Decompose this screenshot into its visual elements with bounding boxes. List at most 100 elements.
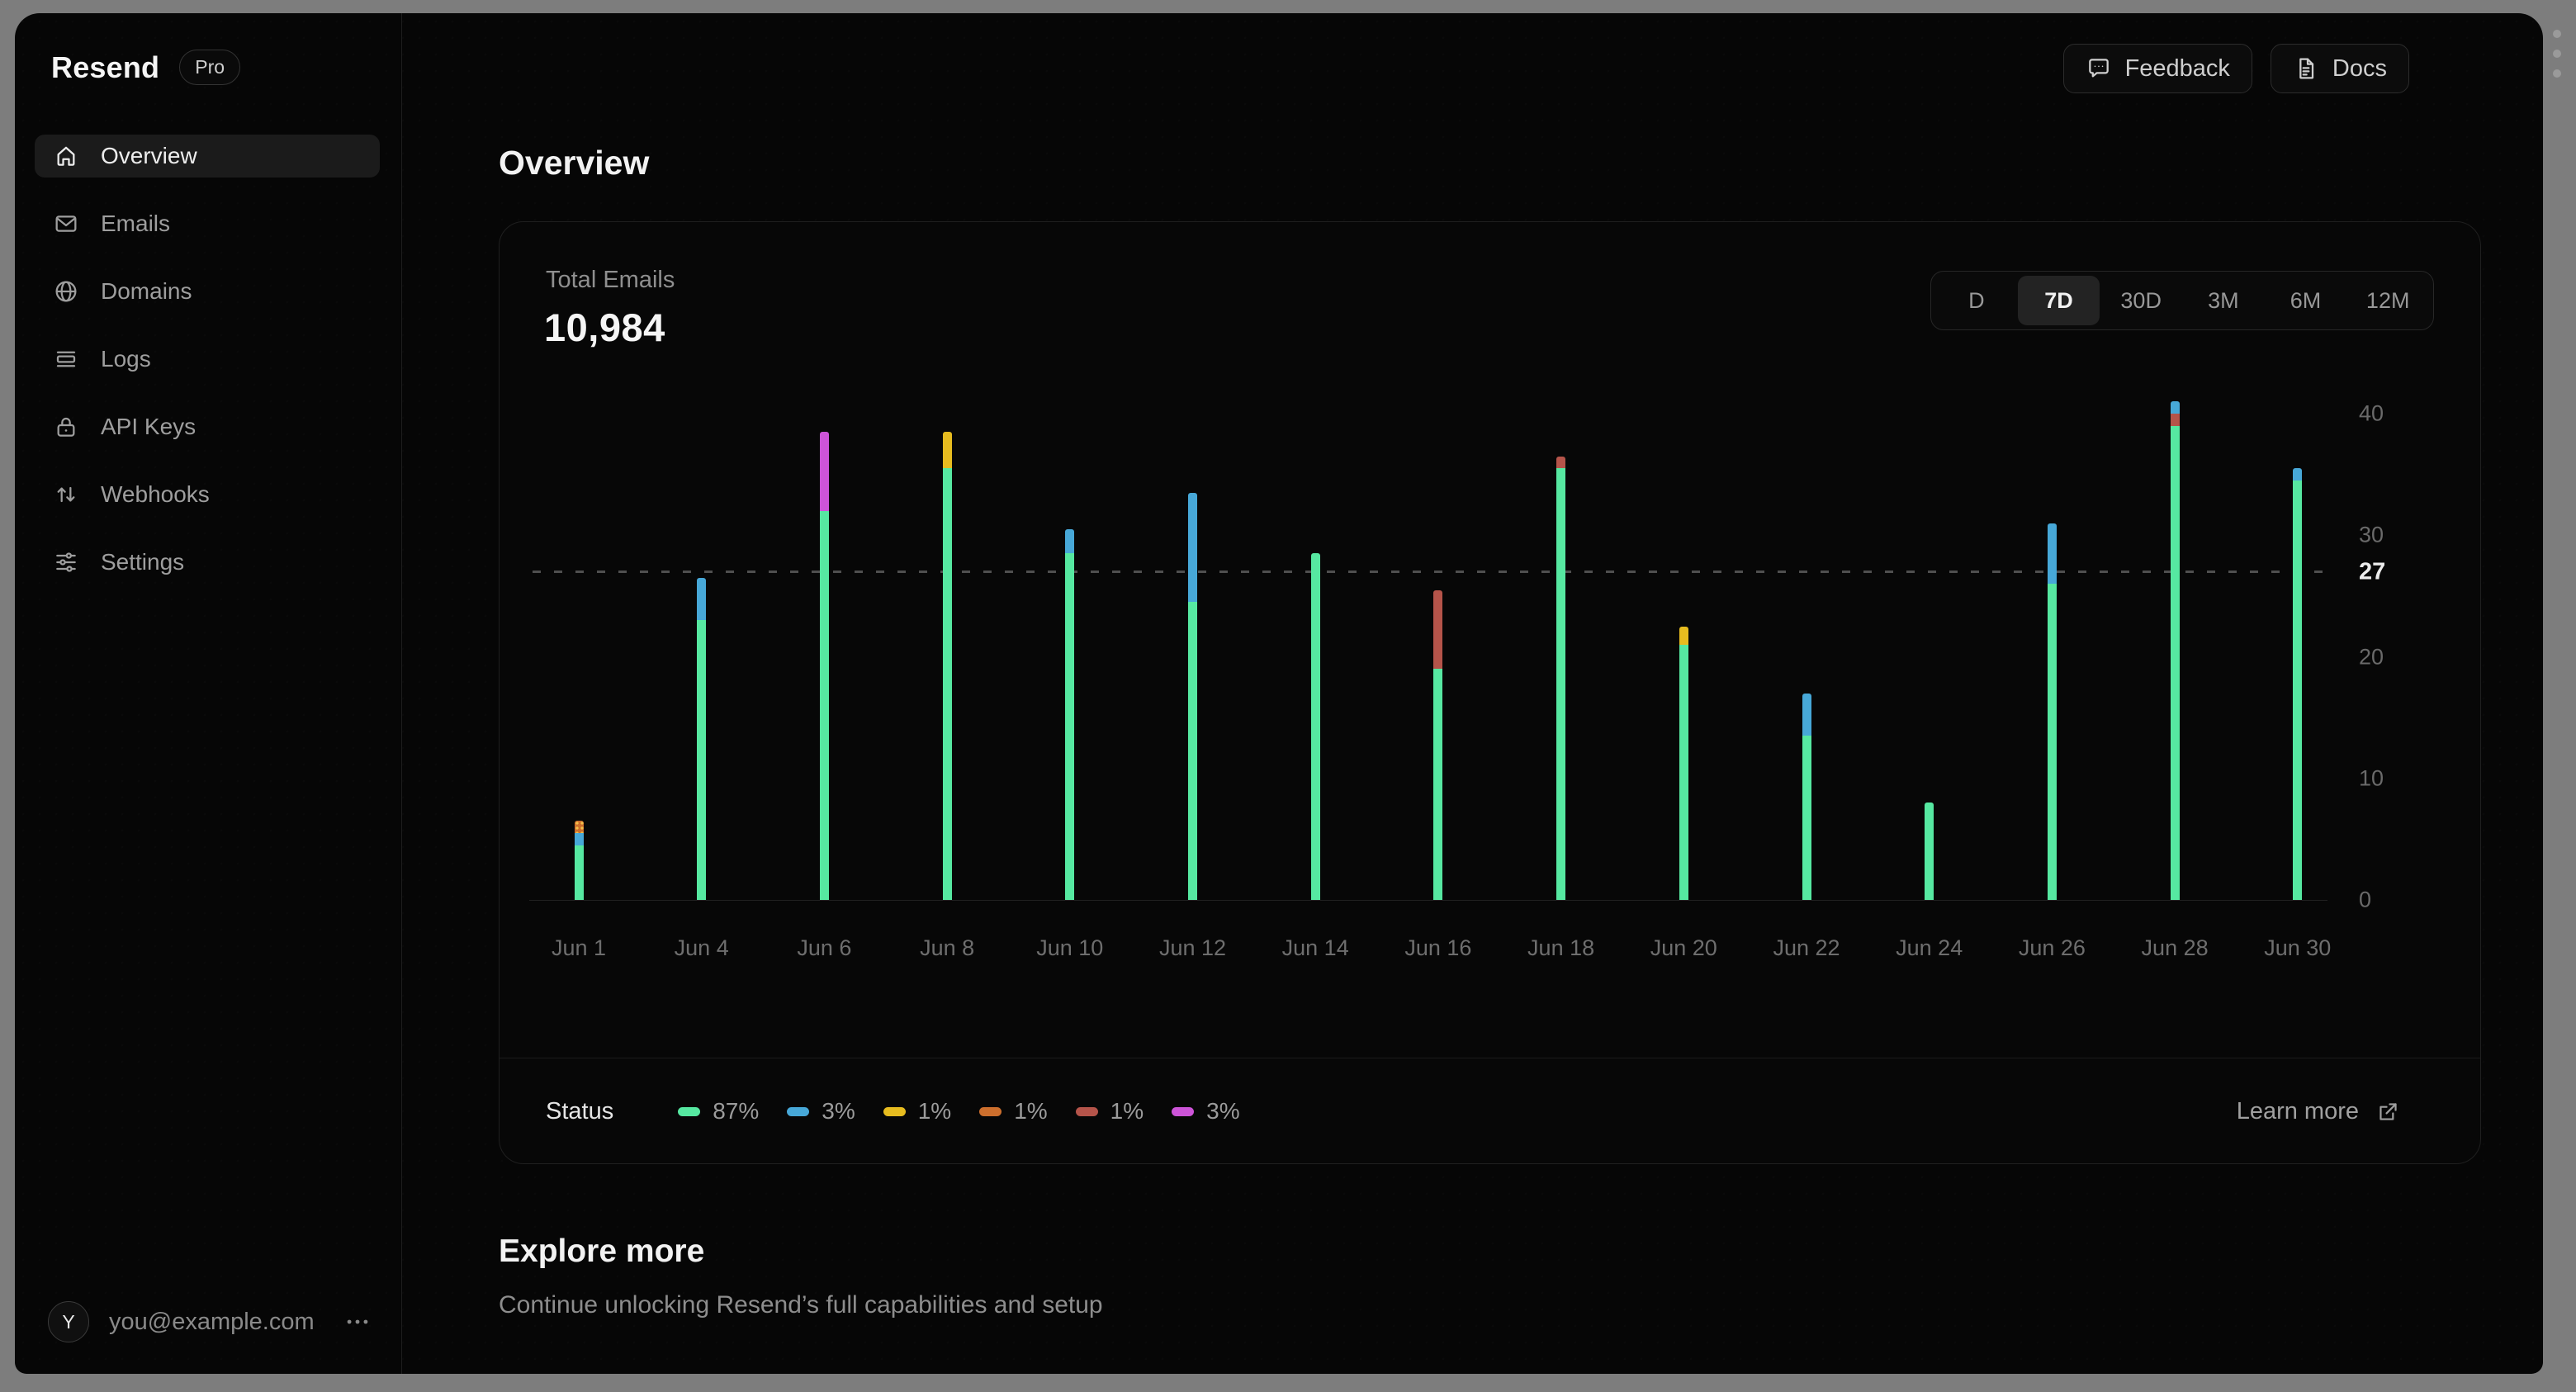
bar-segment-orange bbox=[574, 821, 584, 834]
sidebar-item-webhooks[interactable]: Webhooks bbox=[35, 473, 380, 516]
average-reference-line bbox=[533, 571, 2326, 574]
y-axis-tick-20: 20 bbox=[2359, 644, 2384, 670]
sidebar-item-api-keys[interactable]: API Keys bbox=[35, 405, 380, 448]
sidebar-nav: Overview Emails Domains Logs API Keys Webhook… bbox=[35, 135, 380, 584]
sidebar-item-domains[interactable]: Domains bbox=[35, 270, 380, 313]
bar-segment-green bbox=[1188, 602, 1197, 900]
bar-segment-green bbox=[819, 510, 829, 900]
range-d[interactable]: D bbox=[1968, 287, 1985, 313]
range-12m[interactable]: 12M bbox=[2365, 287, 2410, 313]
x-axis-label-jun-4: Jun 4 bbox=[674, 935, 729, 960]
sidebar-item-overview[interactable]: Overview bbox=[35, 135, 380, 178]
sidebar-item-logs[interactable]: Logs bbox=[35, 338, 380, 381]
legend-percentage: 1% bbox=[1110, 1098, 1144, 1124]
legend-swatch-green bbox=[678, 1106, 701, 1116]
legend-item-red: 1% bbox=[1075, 1098, 1144, 1124]
sidebar-item-settings[interactable]: Settings bbox=[35, 541, 380, 584]
sidebar-item-label: API Keys bbox=[101, 414, 197, 439]
x-axis-label-jun-10: Jun 10 bbox=[1036, 935, 1104, 960]
bar-jun-30 bbox=[2293, 468, 2303, 900]
range-6m[interactable]: 6M bbox=[2290, 287, 2322, 313]
sidebar-item-label: Settings bbox=[101, 549, 185, 575]
document-icon bbox=[2299, 58, 2314, 79]
logs-icon bbox=[56, 351, 76, 367]
feedback-button[interactable]: Feedback bbox=[2062, 44, 2252, 93]
range-30d[interactable]: 30D bbox=[2120, 287, 2162, 313]
x-axis-label-jun-26: Jun 26 bbox=[2018, 935, 2086, 960]
bar-segment-red bbox=[1556, 456, 1566, 469]
y-axis-tick-40: 40 bbox=[2359, 400, 2384, 426]
bar-segment-blue bbox=[2047, 523, 2057, 585]
sidebar-item-emails[interactable]: Emails bbox=[35, 202, 380, 245]
explore-more-subtitle: Continue unlocking Resend’s full capabil… bbox=[499, 1291, 1103, 1319]
legend-item-green: 87% bbox=[678, 1098, 759, 1124]
legend-swatch-blue bbox=[787, 1106, 810, 1116]
x-axis-label-jun-16: Jun 16 bbox=[1404, 935, 1472, 960]
x-axis-label-jun-14: Jun 14 bbox=[1281, 935, 1349, 960]
user-row: Y you@example.com bbox=[48, 1301, 372, 1342]
reference-value-label: 27 bbox=[2359, 558, 2386, 585]
bar-segment-blue bbox=[697, 577, 707, 621]
legend-swatch-purple bbox=[1172, 1106, 1195, 1116]
sidebar-item-label: Logs bbox=[101, 346, 151, 372]
chat-bubble-icon bbox=[2088, 59, 2109, 78]
bar-jun-4 bbox=[697, 577, 707, 900]
user-menu-button[interactable] bbox=[335, 1308, 372, 1336]
legend-item-purple: 3% bbox=[1172, 1098, 1240, 1124]
emails-bar-chart: 0 10 20 30 40 27 Jun 1 Jun 4 Jun 6 Jun 8 Jun 10 Jun… bbox=[500, 222, 2480, 1163]
app-window: Resend Pro Overview Emails Domains Logs API … bbox=[15, 13, 2543, 1374]
sidebar-item-label: Domains bbox=[101, 278, 192, 304]
metric-label: Total Emails bbox=[546, 267, 675, 293]
x-axis-label-jun-20: Jun 20 bbox=[1650, 935, 1717, 960]
logo-row: Resend Pro bbox=[51, 50, 241, 85]
docs-label: Docs bbox=[2332, 54, 2387, 82]
legend-swatch-red bbox=[1075, 1106, 1098, 1116]
bar-jun-26 bbox=[2047, 523, 2057, 900]
bar-segment-red bbox=[2170, 414, 2180, 426]
bar-jun-14 bbox=[1310, 553, 1320, 900]
external-link-icon bbox=[2379, 1102, 2397, 1120]
legend-row: Status 87% 3% 1% 1% 1% 3% Learn more bbox=[546, 1058, 2401, 1165]
bar-segment-green bbox=[2047, 584, 2057, 900]
page-title: Overview bbox=[499, 144, 650, 182]
legend-percentage: 87% bbox=[713, 1098, 760, 1124]
bar-jun-18 bbox=[1556, 456, 1566, 900]
bar-segment-green bbox=[697, 620, 707, 900]
y-axis-tick-0: 0 bbox=[2359, 887, 2372, 912]
header-actions: Feedback Docs bbox=[2062, 44, 2409, 93]
bar-jun-12 bbox=[1188, 492, 1197, 900]
sidebar: Resend Pro Overview Emails Domains Logs API … bbox=[15, 13, 402, 1374]
x-axis-label-jun-8: Jun 8 bbox=[920, 935, 975, 960]
docs-button[interactable]: Docs bbox=[2270, 44, 2409, 93]
avatar: Y bbox=[48, 1301, 89, 1342]
range-7d[interactable]: 7D bbox=[2017, 276, 2100, 325]
bar-segment-green bbox=[1556, 468, 1566, 900]
x-axis-label-jun-30: Jun 30 bbox=[2264, 935, 2332, 960]
sidebar-item-label: Overview bbox=[101, 143, 197, 168]
bar-segment-purple bbox=[819, 432, 829, 511]
legend-title: Status bbox=[546, 1097, 614, 1124]
time-range-selector: D 7D 30D 3M 6M 12M bbox=[1930, 271, 2434, 330]
scrollbar[interactable] bbox=[2553, 30, 2566, 78]
bar-jun-28 bbox=[2170, 401, 2180, 900]
bar-segment-green bbox=[2170, 425, 2180, 900]
bar-segment-blue bbox=[2170, 401, 2180, 414]
range-3m[interactable]: 3M bbox=[2208, 287, 2239, 313]
learn-more-link[interactable]: Learn more bbox=[2237, 1098, 2401, 1125]
y-axis-tick-10: 10 bbox=[2359, 765, 2384, 791]
bar-segment-green bbox=[574, 845, 584, 900]
bar-segment-green bbox=[1310, 553, 1320, 900]
bar-segment-green bbox=[1925, 803, 1934, 900]
bar-segment-green bbox=[1802, 736, 1811, 900]
total-emails-card: Total Emails 10,984 D 7D 30D 3M 6M 12M 0 10 20 3… bbox=[499, 221, 2481, 1164]
bar-jun-1 bbox=[574, 821, 584, 900]
arrows-up-down-icon bbox=[57, 486, 75, 503]
bar-jun-8 bbox=[942, 432, 952, 900]
bar-jun-10 bbox=[1065, 529, 1075, 900]
app-logo: Resend bbox=[51, 50, 160, 84]
legend-item-yellow: 1% bbox=[883, 1098, 951, 1124]
x-axis-label-jun-22: Jun 22 bbox=[1773, 935, 1840, 960]
x-axis-label-jun-24: Jun 24 bbox=[1896, 935, 1963, 960]
plan-badge: Pro bbox=[179, 50, 241, 85]
x-axis-label-jun-12: Jun 12 bbox=[1158, 935, 1227, 960]
